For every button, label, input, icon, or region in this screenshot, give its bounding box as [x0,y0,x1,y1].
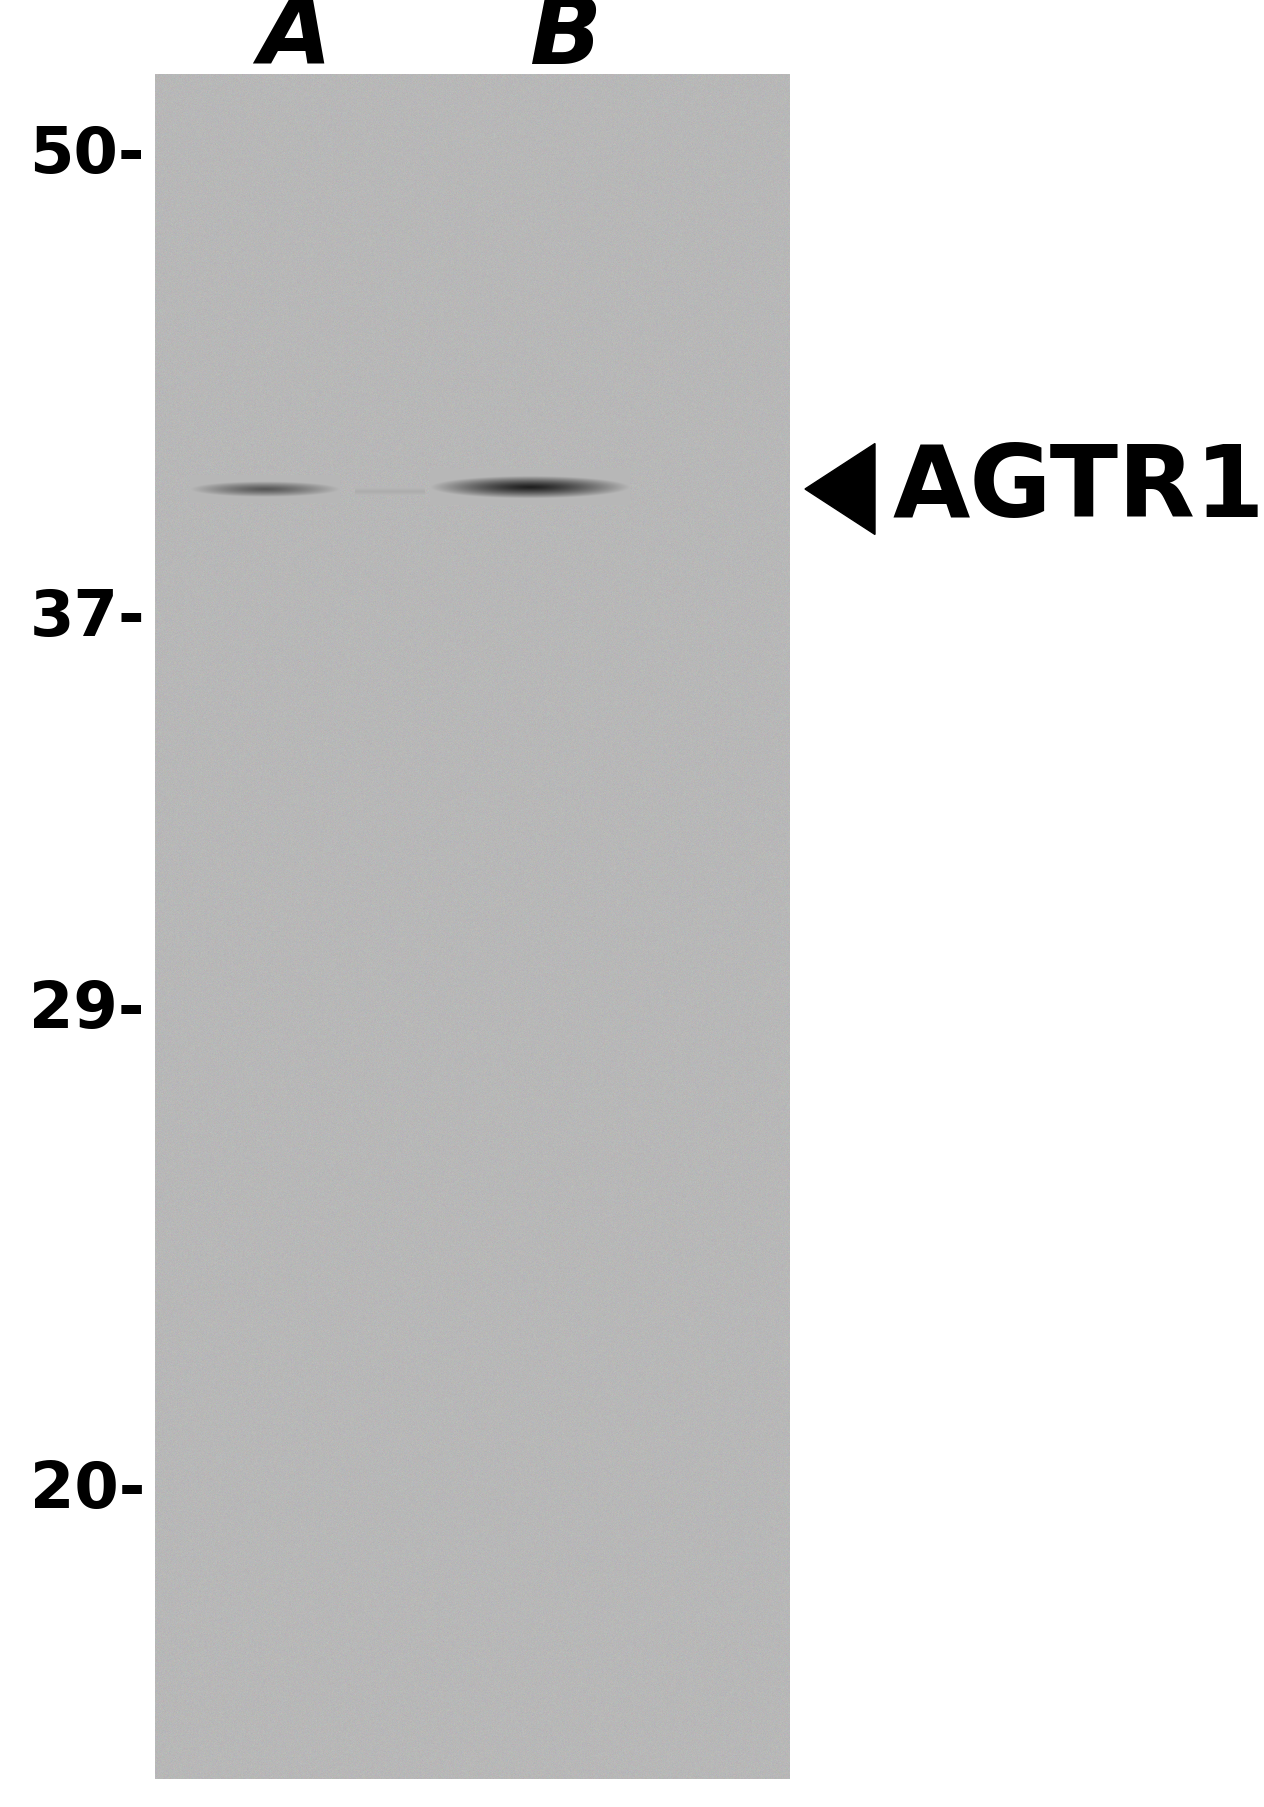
Polygon shape [805,445,875,535]
Text: A: A [258,0,331,83]
Text: 50-: 50- [29,125,145,186]
Text: B: B [530,0,600,83]
Text: 20-: 20- [29,1458,145,1520]
Text: 29-: 29- [29,978,145,1041]
Text: AGTR1: AGTR1 [892,441,1264,538]
Text: 37-: 37- [29,587,145,649]
